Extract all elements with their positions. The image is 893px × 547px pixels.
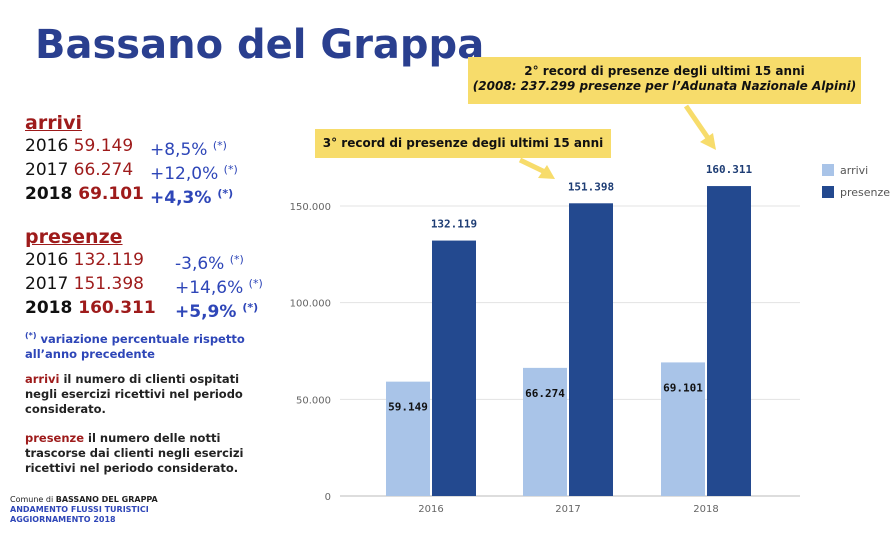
third-record-callout: 3° record di presenze degli ultimi 15 an…: [315, 129, 611, 158]
presenze-data-label: 132.119: [431, 218, 477, 231]
row-year: 2016: [25, 136, 69, 156]
arrivi-row-2016: 2016 59.149 +8,5% (*): [25, 134, 227, 160]
row-value: 69.101: [78, 184, 144, 204]
row-year: 2017: [25, 160, 69, 180]
row-value: 151.398: [73, 274, 144, 294]
arrivi-bar: [386, 381, 430, 496]
row-value: 66.274: [73, 160, 134, 180]
y-tick-label: 50.000: [296, 395, 331, 406]
presenze-block: presenze 2016 132.119 -3,6% (*) 2017 151…: [25, 226, 263, 322]
arrivi-definition: arrivi il numero di clienti ospitati neg…: [25, 372, 243, 416]
y-tick-label: 100.000: [290, 299, 331, 310]
arrivi-block: arrivi 2016 59.149 +8,5% (*) 2017 66.274…: [25, 112, 238, 208]
arrivi-bar: [523, 367, 567, 496]
row-year: 2016: [25, 250, 69, 270]
y-tick-label: 0: [325, 492, 331, 503]
presenze-row-2017: 2017 151.398 +14,6% (*): [25, 272, 263, 298]
variation-note: (*) variazione percentuale rispetto all’…: [25, 331, 245, 361]
row-change: +12,0% (*): [150, 163, 238, 184]
presenze-row-2018: 2018 160.311 +5,9% (*): [25, 296, 258, 322]
row-year: 2017: [25, 274, 69, 294]
callout-arrow: [518, 157, 547, 175]
callout-arrowhead: [538, 165, 555, 179]
row-change: +4,3% (*): [150, 187, 234, 208]
x-tick-label: 2017: [555, 504, 580, 515]
legend-label: presenze: [840, 186, 890, 199]
row-value: 59.149: [73, 136, 134, 156]
x-tick-label: 2016: [418, 504, 443, 515]
row-year: 2018: [25, 184, 73, 204]
row-change: +8,5% (*): [150, 139, 227, 160]
presenze-bar: [707, 186, 751, 496]
x-tick-label: 2018: [693, 504, 718, 515]
row-value: 160.311: [78, 298, 156, 318]
arrivi-data-label: 59.149: [388, 401, 428, 414]
presenze-heading: presenze: [25, 226, 123, 248]
presenze-definition: presenze il numero delle notti trascorse…: [25, 431, 244, 475]
row-year: 2018: [25, 298, 73, 318]
arrivi-heading: arrivi: [25, 112, 82, 134]
callout-arrowhead: [700, 133, 716, 150]
row-value: 132.119: [73, 250, 144, 270]
second-record-callout: 2° record di presenze degli ultimi 15 an…: [468, 57, 861, 104]
legend-label: arrivi: [840, 164, 868, 177]
arrivi-row-2017: 2017 66.274 +12,0% (*): [25, 158, 238, 184]
arrivi-row-2018: 2018 69.101 +4,3% (*): [25, 182, 233, 208]
presenze-row-2016: 2016 132.119 -3,6% (*): [25, 248, 244, 274]
arrivi-bar: [661, 362, 705, 496]
y-tick-label: 150.000: [290, 202, 331, 213]
legend-swatch: [822, 186, 834, 198]
presenze-data-label: 160.311: [706, 163, 753, 176]
arrivi-data-label: 66.274: [525, 387, 565, 400]
row-change: -3,6% (*): [175, 253, 244, 274]
page-title: Bassano del Grappa: [35, 22, 485, 68]
presenze-bar: [432, 240, 476, 496]
arrivi-data-label: 69.101: [663, 381, 703, 394]
legend-swatch: [822, 164, 834, 176]
row-change: +14,6% (*): [175, 277, 263, 298]
footer: Comune di BASSANO DEL GRAPPA ANDAMENTO F…: [10, 495, 158, 524]
callout-arrow: [683, 104, 711, 140]
presenze-data-label: 151.398: [568, 180, 614, 193]
presenze-bar: [569, 203, 613, 497]
row-change: +5,9% (*): [175, 301, 259, 322]
